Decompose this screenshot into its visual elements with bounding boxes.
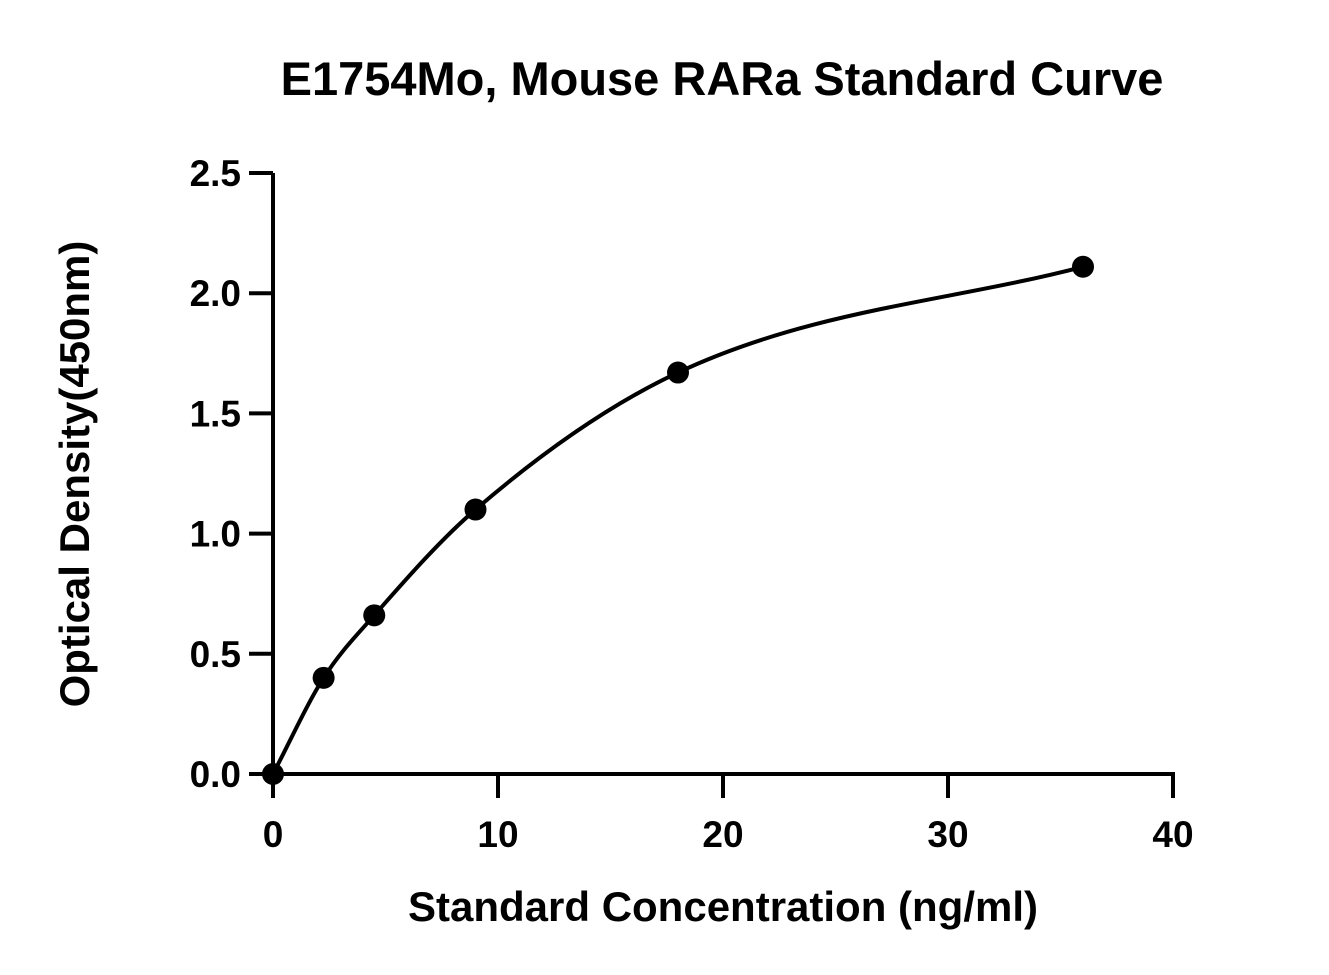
x-tick-label: 30 — [927, 814, 968, 855]
x-tick-label: 40 — [1152, 814, 1193, 855]
data-point — [262, 763, 284, 785]
x-tick-label: 0 — [263, 814, 284, 855]
axes — [271, 173, 1175, 776]
data-point — [363, 604, 386, 627]
y-tick-label: 1.0 — [190, 514, 241, 555]
fit-curve — [271, 264, 1084, 775]
x-tick-label: 10 — [477, 814, 518, 855]
data-point — [667, 361, 689, 384]
data-point — [312, 666, 335, 689]
chart-title: E1754Mo, Mouse RARa Standard Curve — [281, 52, 1164, 105]
y-tick-label: 2.5 — [190, 153, 241, 194]
data-point — [1072, 255, 1094, 278]
data-point — [464, 498, 487, 521]
y-tick-label: 1.5 — [190, 393, 241, 434]
y-tick-label: 0.5 — [190, 634, 241, 675]
y-axis-ticks: 0.0 0.5 1.0 1.5 2.0 2.5 — [190, 153, 273, 795]
x-axis-ticks: 0 10 20 30 40 — [263, 774, 1194, 855]
data-points — [262, 255, 1094, 785]
x-axis-label: Standard Concentration (ng/ml) — [408, 883, 1038, 930]
y-axis-label: Optical Density(450nm) — [51, 241, 98, 708]
y-tick-label: 2.0 — [190, 273, 241, 314]
y-tick-label: 0.0 — [190, 754, 241, 795]
x-tick-label: 20 — [702, 814, 743, 855]
